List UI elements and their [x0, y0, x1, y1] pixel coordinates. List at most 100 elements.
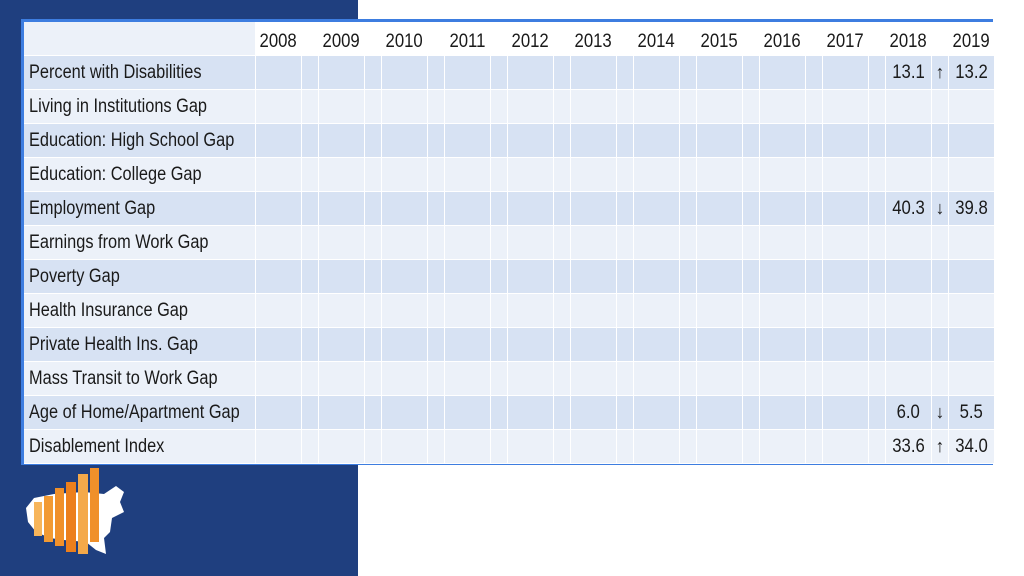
value-cell-2018-text: 33.6: [892, 435, 925, 457]
value-cell-2008: [256, 226, 302, 260]
column-spacer: [743, 362, 760, 396]
value-cell-2011: [445, 430, 491, 464]
value-cell-2014: [634, 124, 680, 158]
value-cell-2012: [508, 124, 554, 158]
value-cell-2017: [823, 396, 869, 430]
column-spacer: [617, 56, 634, 90]
value-cell-2009: [319, 226, 365, 260]
trend-arrow: [932, 260, 949, 294]
row-label-text: Percent with Disabilities: [29, 61, 202, 83]
value-cell-2018: [886, 294, 932, 328]
value-cell-2008: [256, 260, 302, 294]
value-cell-2014: [634, 192, 680, 226]
value-cell-2019-text: 34.0: [955, 435, 988, 457]
column-spacer: [743, 396, 760, 430]
column-spacer: [743, 192, 760, 226]
row-label-text: Health Insurance Gap: [29, 299, 188, 321]
year-header-2013: 2013: [571, 22, 617, 56]
year-header-2019: 2019: [949, 22, 995, 56]
value-cell-2012: [508, 90, 554, 124]
column-spacer: [428, 396, 445, 430]
column-spacer: [680, 226, 697, 260]
value-cell-2009: [319, 192, 365, 226]
value-cell-2012: [508, 396, 554, 430]
row-label: Health Insurance Gap: [24, 294, 256, 328]
column-spacer: [680, 158, 697, 192]
value-cell-2009: [319, 124, 365, 158]
value-cell-2019: 13.2: [949, 56, 995, 90]
value-cell-2010: [382, 226, 428, 260]
trend-arrow: ↑: [932, 430, 949, 464]
column-spacer: [554, 260, 571, 294]
column-spacer: [806, 192, 823, 226]
header-corner: [24, 22, 256, 56]
value-cell-2017: [823, 260, 869, 294]
value-cell-2011: [445, 328, 491, 362]
value-cell-2014: [634, 158, 680, 192]
trend-arrow: ↓: [932, 192, 949, 226]
header-spacer: [491, 22, 508, 56]
column-spacer: [806, 124, 823, 158]
value-cell-2017: [823, 362, 869, 396]
value-cell-2011: [445, 362, 491, 396]
column-spacer: [365, 56, 382, 90]
column-spacer: [554, 430, 571, 464]
column-spacer: [302, 430, 319, 464]
trend-arrow: [932, 90, 949, 124]
value-cell-2018: [886, 362, 932, 396]
value-cell-2019: 39.8: [949, 192, 995, 226]
value-cell-2018-text: 40.3: [892, 197, 925, 219]
value-cell-2011: [445, 158, 491, 192]
us-map-bar-chart-icon: [26, 468, 124, 554]
column-spacer: [428, 260, 445, 294]
column-spacer: [491, 124, 508, 158]
trend-arrow: ↓: [932, 396, 949, 430]
value-cell-2014: [634, 56, 680, 90]
column-spacer: [554, 90, 571, 124]
value-cell-2013: [571, 260, 617, 294]
value-cell-2017: [823, 226, 869, 260]
value-cell-2019: 34.0: [949, 430, 995, 464]
column-spacer: [365, 260, 382, 294]
column-spacer: [617, 124, 634, 158]
column-spacer: [617, 192, 634, 226]
column-spacer: [617, 362, 634, 396]
table-grid: 2008 2009 2010 2011 2012 2013 2014 2015 2016 2017…: [24, 22, 995, 464]
value-cell-2009: [319, 396, 365, 430]
value-cell-2019: [949, 90, 995, 124]
value-cell-2016: [760, 362, 806, 396]
value-cell-2017: [823, 294, 869, 328]
column-spacer: [869, 362, 886, 396]
value-cell-2018: 33.6: [886, 430, 932, 464]
data-table: 2008 2009 2010 2011 2012 2013 2014 2015 2016 2017…: [21, 19, 995, 465]
column-spacer: [302, 294, 319, 328]
column-spacer: [806, 396, 823, 430]
value-cell-2015: [697, 362, 743, 396]
column-spacer: [743, 56, 760, 90]
value-cell-2009: [319, 158, 365, 192]
column-spacer: [491, 260, 508, 294]
value-cell-2019: 5.5: [949, 396, 995, 430]
value-cell-2018: [886, 226, 932, 260]
column-spacer: [680, 430, 697, 464]
row-label-text: Employment Gap: [29, 197, 156, 219]
column-spacer: [617, 90, 634, 124]
column-spacer: [491, 294, 508, 328]
year-header-2018-text: 2018: [889, 31, 928, 52]
value-cell-2009: [319, 260, 365, 294]
value-cell-2013: [571, 362, 617, 396]
column-spacer: [743, 124, 760, 158]
column-spacer: [302, 90, 319, 124]
column-spacer: [491, 192, 508, 226]
value-cell-2017: [823, 124, 869, 158]
year-header-2018: 2018: [886, 22, 932, 56]
column-spacer: [491, 226, 508, 260]
value-cell-2008: [256, 124, 302, 158]
column-spacer: [680, 192, 697, 226]
column-spacer: [554, 362, 571, 396]
value-cell-2015: [697, 328, 743, 362]
column-spacer: [428, 158, 445, 192]
value-cell-2016: [760, 90, 806, 124]
column-spacer: [365, 328, 382, 362]
column-spacer: [617, 294, 634, 328]
